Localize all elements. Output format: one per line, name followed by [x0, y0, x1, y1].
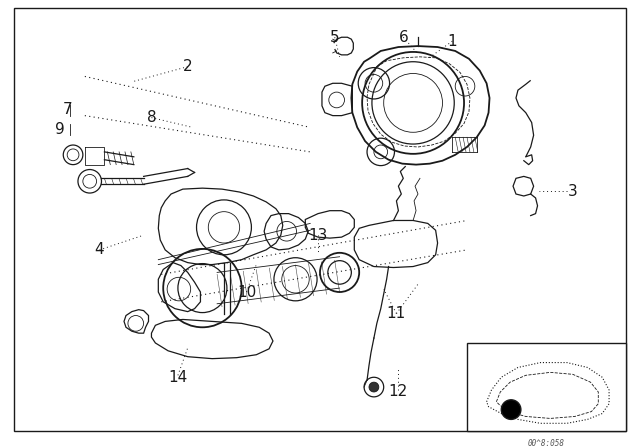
- Text: 5: 5: [330, 30, 339, 45]
- Bar: [467, 343, 626, 431]
- Circle shape: [501, 400, 521, 419]
- Text: 7: 7: [62, 102, 72, 117]
- Circle shape: [369, 382, 379, 392]
- Text: 10: 10: [237, 284, 256, 300]
- Text: 00^8:058: 00^8:058: [528, 439, 565, 448]
- Text: 13: 13: [308, 228, 328, 243]
- Text: 9: 9: [56, 122, 65, 137]
- Text: 6: 6: [399, 30, 408, 45]
- Text: 3: 3: [568, 184, 578, 198]
- Text: 12: 12: [388, 384, 408, 400]
- Text: 8: 8: [147, 110, 156, 125]
- Text: 2: 2: [183, 59, 193, 74]
- Text: 4: 4: [95, 242, 104, 258]
- Text: 1: 1: [447, 34, 457, 49]
- Text: 11: 11: [387, 306, 406, 321]
- Text: 14: 14: [168, 370, 188, 385]
